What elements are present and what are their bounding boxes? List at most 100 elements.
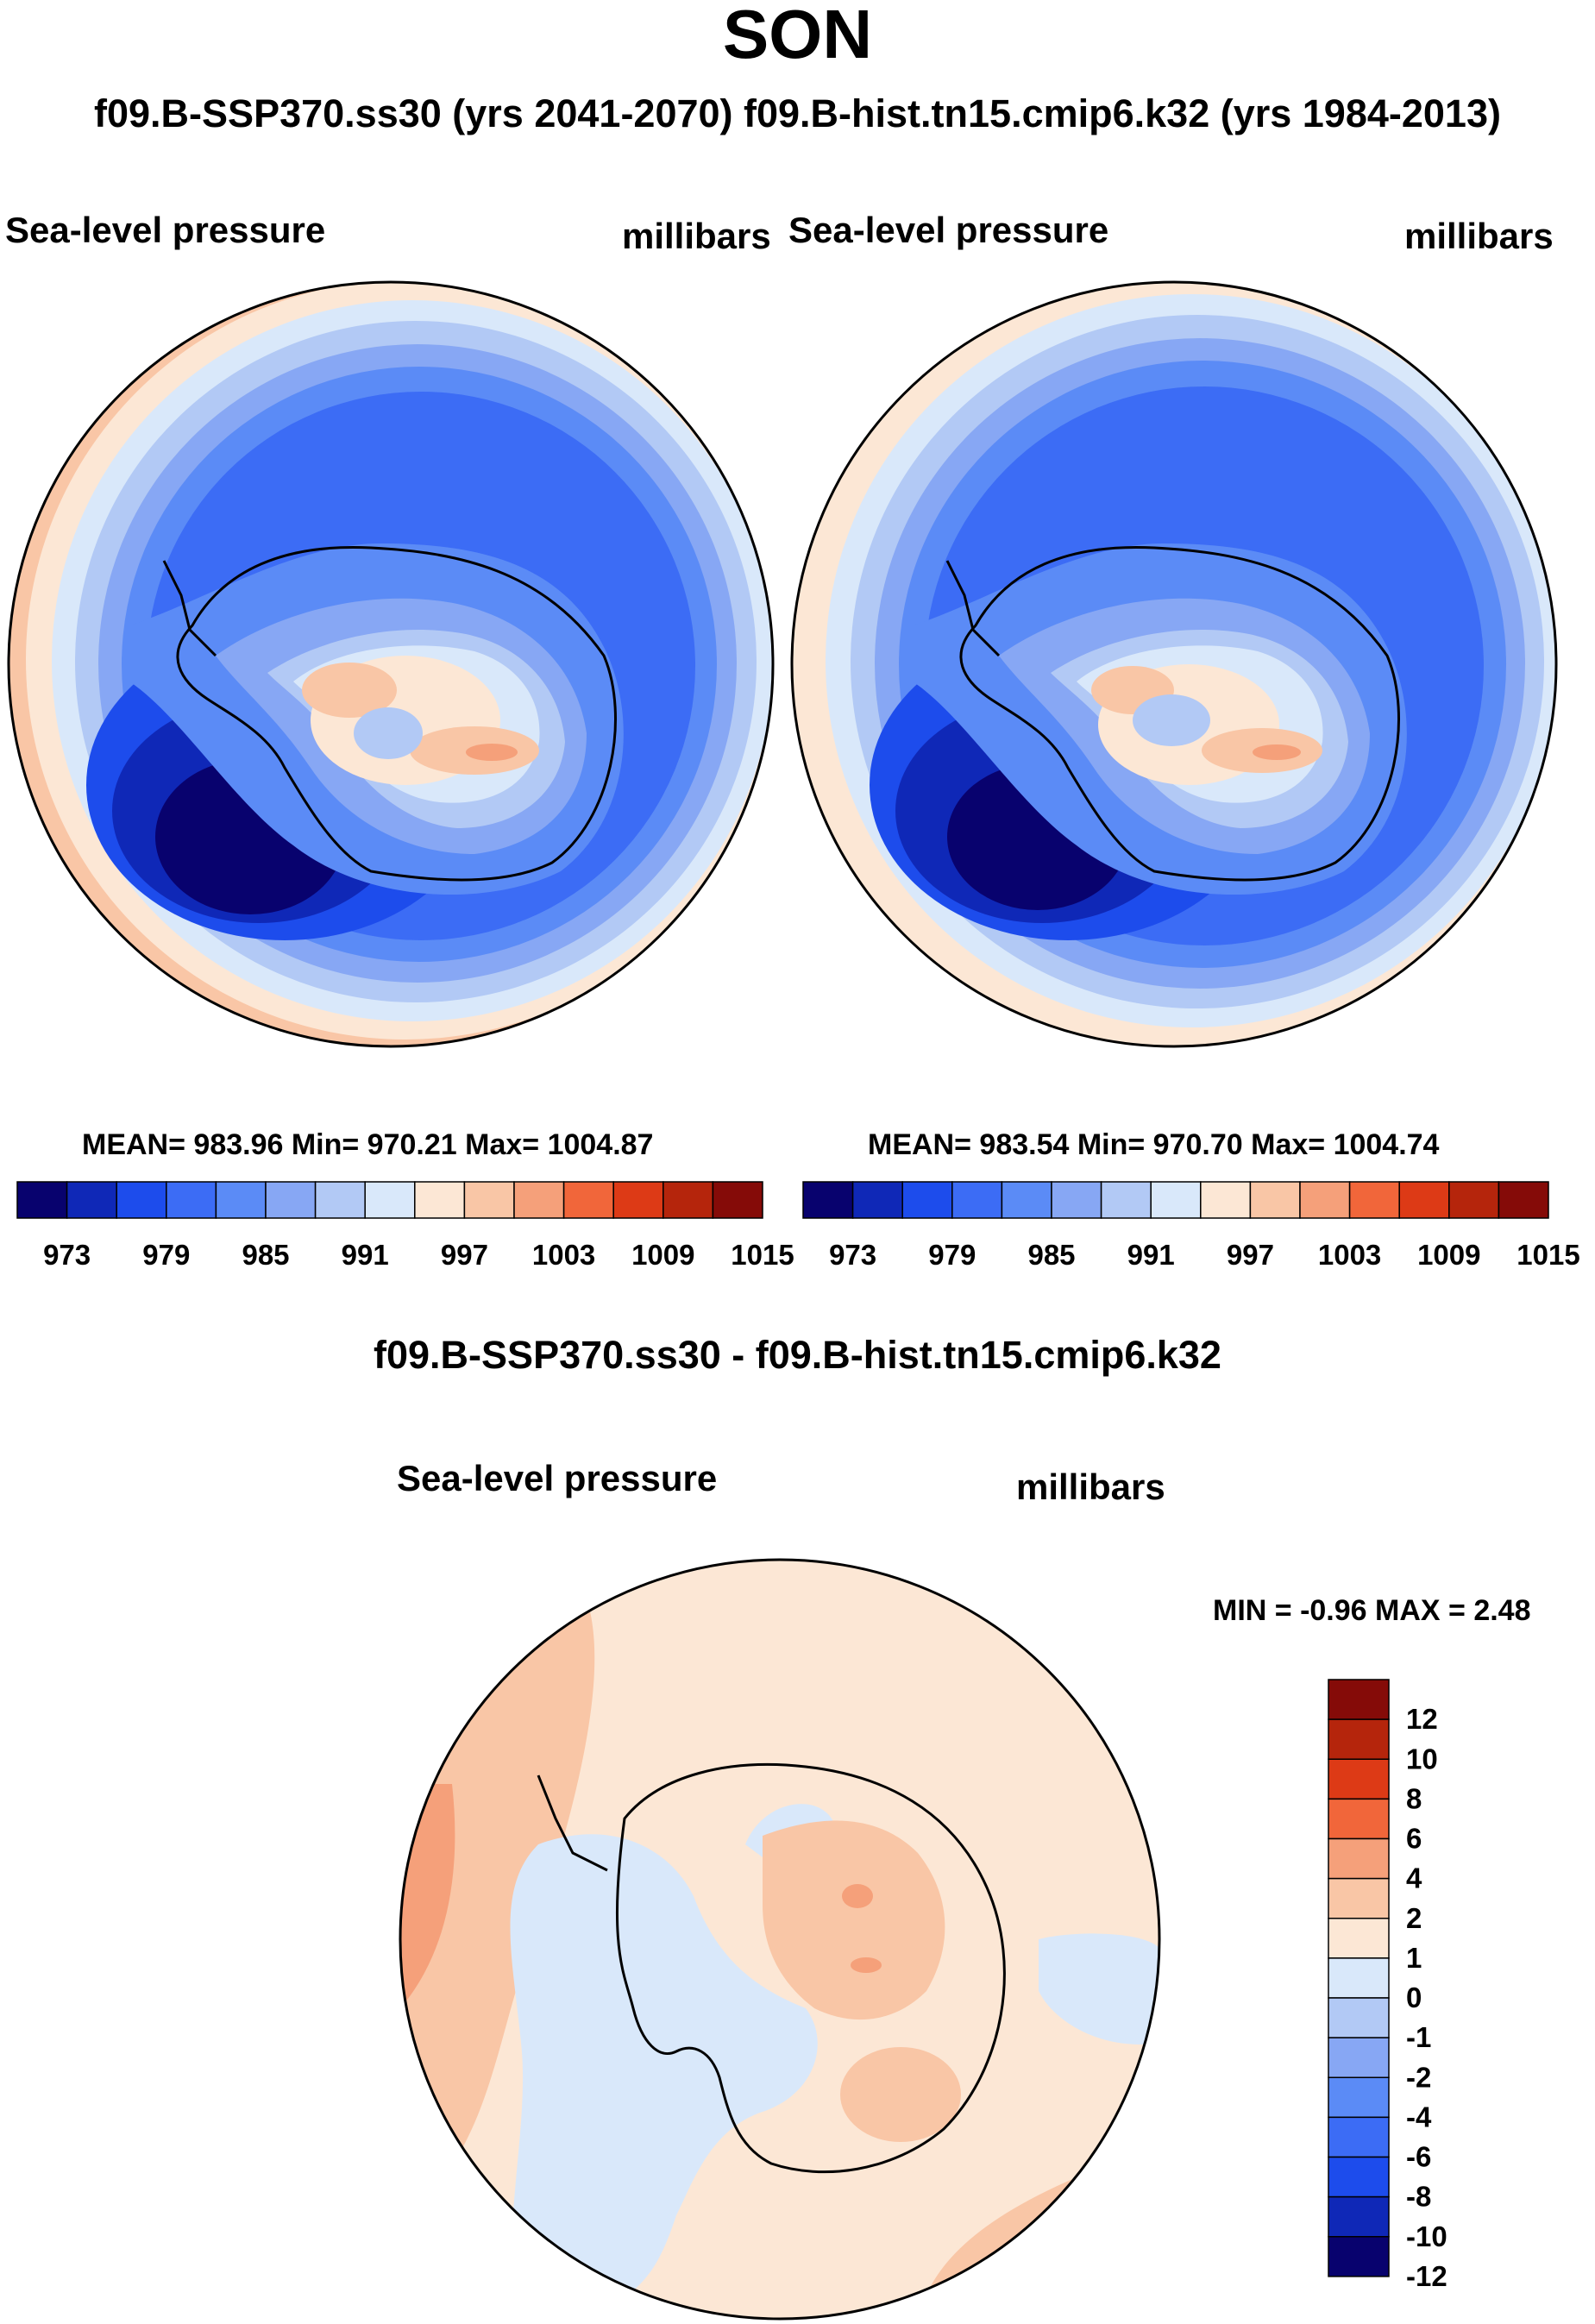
colorbar-0-cell-12 xyxy=(612,1181,664,1219)
left-peninsula-coast xyxy=(162,560,217,657)
left-antarctica-coast xyxy=(176,545,617,882)
diff-colorbar-tick-0: 12 xyxy=(1406,1703,1438,1735)
colorbar-1-cell-9 xyxy=(1249,1181,1301,1219)
colorbar-1-tick-1: 979 xyxy=(928,1239,976,1271)
diff-colorbar-tick-12: -8 xyxy=(1406,2181,1431,2213)
colorbar-1-tick-0: 973 xyxy=(829,1239,876,1271)
right-polar-map xyxy=(790,280,1558,1048)
colorbar-1-tick-3: 991 xyxy=(1127,1239,1175,1271)
colorbar-0-cell-1 xyxy=(66,1181,117,1219)
left-map-border xyxy=(7,280,775,1048)
difference-polar-map xyxy=(399,1558,1161,2321)
colorbar-1-cell-14 xyxy=(1498,1181,1549,1219)
difference-title: f09.B-SSP370.ss30 - f09.B-hist.tn15.cmip… xyxy=(374,1333,1221,1377)
diff-colorbar-tick-8: -1 xyxy=(1406,2021,1431,2053)
diff-fill-neg1-0-west xyxy=(510,1834,818,2319)
diff-colorbar-cell-4 xyxy=(1328,1837,1390,1880)
diff-stats: MIN = -0.96 MAX = 2.48 xyxy=(1213,1594,1531,1627)
colorbar-0-cell-0 xyxy=(16,1181,68,1219)
colorbar-1-tick-2: 985 xyxy=(1027,1239,1075,1271)
colorbar-0-cell-14 xyxy=(712,1181,763,1219)
colorbar-1-cell-2 xyxy=(901,1181,953,1219)
diff-colorbar-cell-5 xyxy=(1328,1877,1390,1919)
colorbar-1-cell-12 xyxy=(1398,1181,1450,1219)
diff-fill-1-2-south xyxy=(840,2047,961,2142)
colorbar-1-cell-4 xyxy=(1001,1181,1052,1219)
left-ice-1003 xyxy=(466,744,518,761)
diff-colorbar-tick-5: 2 xyxy=(1406,1902,1422,1934)
left-ice-gap xyxy=(354,707,423,759)
diff-antarctica-coast xyxy=(615,1763,1006,2174)
diff-colorbar-cell-12 xyxy=(1328,2156,1390,2198)
diff-colorbar-cell-9 xyxy=(1328,2037,1390,2078)
diff-colorbar-tick-3: 6 xyxy=(1406,1823,1422,1855)
season-title: SON xyxy=(722,0,873,72)
colorbar-0-tick-2: 985 xyxy=(242,1239,289,1271)
colorbar-1-cell-10 xyxy=(1299,1181,1351,1219)
colorbar-1-cell-1 xyxy=(851,1181,903,1219)
diff-colorbar-tick-13: -10 xyxy=(1406,2220,1447,2252)
figure-subtitle: f09.B-SSP370.ss30 (yrs 2041-2070) f09.B-… xyxy=(94,91,1501,135)
diff-colorbar-tick-6: 1 xyxy=(1406,1942,1422,1974)
diff-colorbar-cell-13 xyxy=(1328,2195,1390,2238)
diff-units-label: millibars xyxy=(1016,1467,1165,1507)
diff-colorbar-tick-1: 10 xyxy=(1406,1743,1438,1774)
left-variable-label: Sea-level pressure xyxy=(5,210,326,250)
colorbar-1-tick-5: 1003 xyxy=(1318,1239,1381,1271)
colorbar-0-cell-9 xyxy=(463,1181,515,1219)
diff-colorbar-cell-3 xyxy=(1328,1798,1390,1840)
colorbar-0-cell-6 xyxy=(314,1181,366,1219)
colorbar-1-cell-0 xyxy=(802,1181,854,1219)
colorbar-1-cell-3 xyxy=(951,1181,1003,1219)
colorbar-0-cell-7 xyxy=(364,1181,416,1219)
left-ice-1000 xyxy=(302,663,397,718)
diff-colorbar-cell-1 xyxy=(1328,1718,1390,1760)
diff-fill-1-2-plateau xyxy=(763,1820,945,2020)
colorbar-1-cell-5 xyxy=(1051,1181,1102,1219)
right-units-label: millibars xyxy=(1404,216,1554,256)
colorbar-0-tick-4: 997 xyxy=(441,1239,488,1271)
right-variable-label: Sea-level pressure xyxy=(788,210,1109,250)
colorbar-0-cell-8 xyxy=(414,1181,466,1219)
right-antarctica-coast xyxy=(959,545,1400,882)
colorbar-0-tick-0: 973 xyxy=(43,1239,91,1271)
colorbar-0-cell-11 xyxy=(562,1181,614,1219)
right-map-border xyxy=(790,280,1558,1048)
diff-colorbar-cell-6 xyxy=(1328,1918,1390,1959)
left-polar-map xyxy=(7,280,775,1048)
right-ice-gap xyxy=(1133,694,1210,746)
diff-fill-neg1-0-east xyxy=(1039,1933,1159,2044)
colorbar-1-tick-6: 1009 xyxy=(1417,1239,1480,1271)
colorbar-0-cell-13 xyxy=(662,1181,714,1219)
diff-variable-label: Sea-level pressure xyxy=(397,1458,718,1498)
left-colorbar: 973 979 985 991 997 1003 1009 1015 xyxy=(16,1181,794,1271)
diff-colorbar-cell-8 xyxy=(1328,1997,1390,2038)
diff-colorbar-cell-0 xyxy=(1328,1679,1390,1720)
colorbar-1-cell-6 xyxy=(1100,1181,1152,1219)
diff-colorbar-tick-11: -6 xyxy=(1406,2141,1431,2173)
colorbar-0-tick-6: 1009 xyxy=(631,1239,694,1271)
colorbar-0-tick-1: 979 xyxy=(142,1239,190,1271)
colorbar-0-tick-7: 1015 xyxy=(731,1239,794,1271)
colorbar-0-cell-2 xyxy=(116,1181,167,1219)
colorbar-1-cell-8 xyxy=(1200,1181,1252,1219)
diff-colorbar-tick-4: 4 xyxy=(1406,1862,1422,1894)
diff-colorbar-cell-11 xyxy=(1328,2116,1390,2158)
left-stats: MEAN= 983.96 Min= 970.21 Max= 1004.87 xyxy=(82,1128,654,1161)
colorbar-0-cell-10 xyxy=(513,1181,565,1219)
diff-map-border xyxy=(399,1558,1161,2321)
colorbar-0-tick-3: 991 xyxy=(342,1239,389,1271)
diff-fill-1-2-west xyxy=(400,1611,595,2215)
right-peninsula-coast xyxy=(945,560,1001,657)
colorbar-0-tick-5: 1003 xyxy=(532,1239,595,1271)
diff-colorbar-tick-7: 0 xyxy=(1406,1982,1422,2013)
diff-colorbar-tick-9: -2 xyxy=(1406,2061,1431,2093)
right-ice-1003 xyxy=(1253,744,1301,760)
right-colorbar: 973 979 985 991 997 1003 1009 1015 xyxy=(802,1181,1580,1271)
colorbar-1-tick-4: 997 xyxy=(1227,1239,1274,1271)
colorbar-0-cell-5 xyxy=(265,1181,317,1219)
diff-colorbar-cell-14 xyxy=(1328,2236,1390,2277)
left-units-label: millibars xyxy=(622,216,771,256)
diff-colorbar-cell-7 xyxy=(1328,1957,1390,1999)
